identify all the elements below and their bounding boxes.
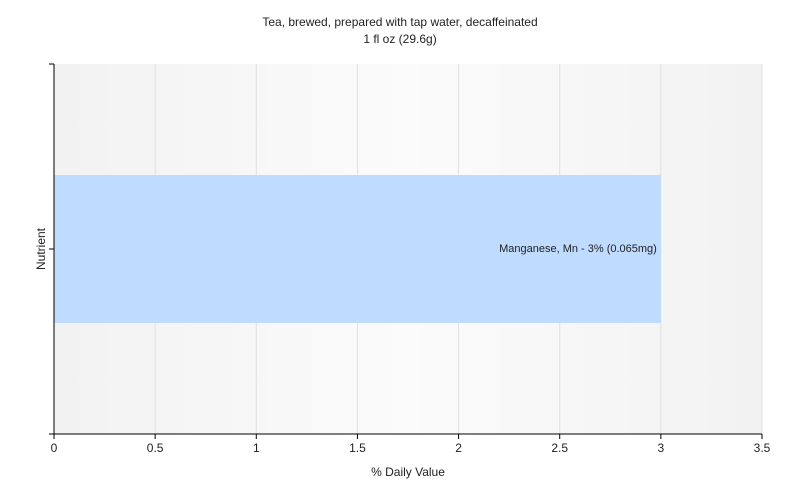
bar-label: Manganese, Mn - 3% (0.065mg): [499, 243, 657, 255]
x-tick-label: 1: [253, 441, 260, 455]
x-tick-label: 2: [455, 441, 462, 455]
x-tick-label: 0.5: [147, 441, 164, 455]
x-tick-label: 1.5: [349, 441, 366, 455]
chart-subtitle: 1 fl oz (29.6g): [363, 32, 436, 46]
bar: [54, 175, 661, 323]
x-tick-label: 0: [51, 441, 58, 455]
y-axis-title: Nutrient: [34, 227, 48, 270]
x-axis-title: % Daily Value: [371, 465, 445, 479]
x-tick-label: 2.5: [551, 441, 568, 455]
x-tick-label: 3: [658, 441, 665, 455]
chart-title: Tea, brewed, prepared with tap water, de…: [262, 15, 537, 29]
x-tick-label: 3.5: [754, 441, 771, 455]
